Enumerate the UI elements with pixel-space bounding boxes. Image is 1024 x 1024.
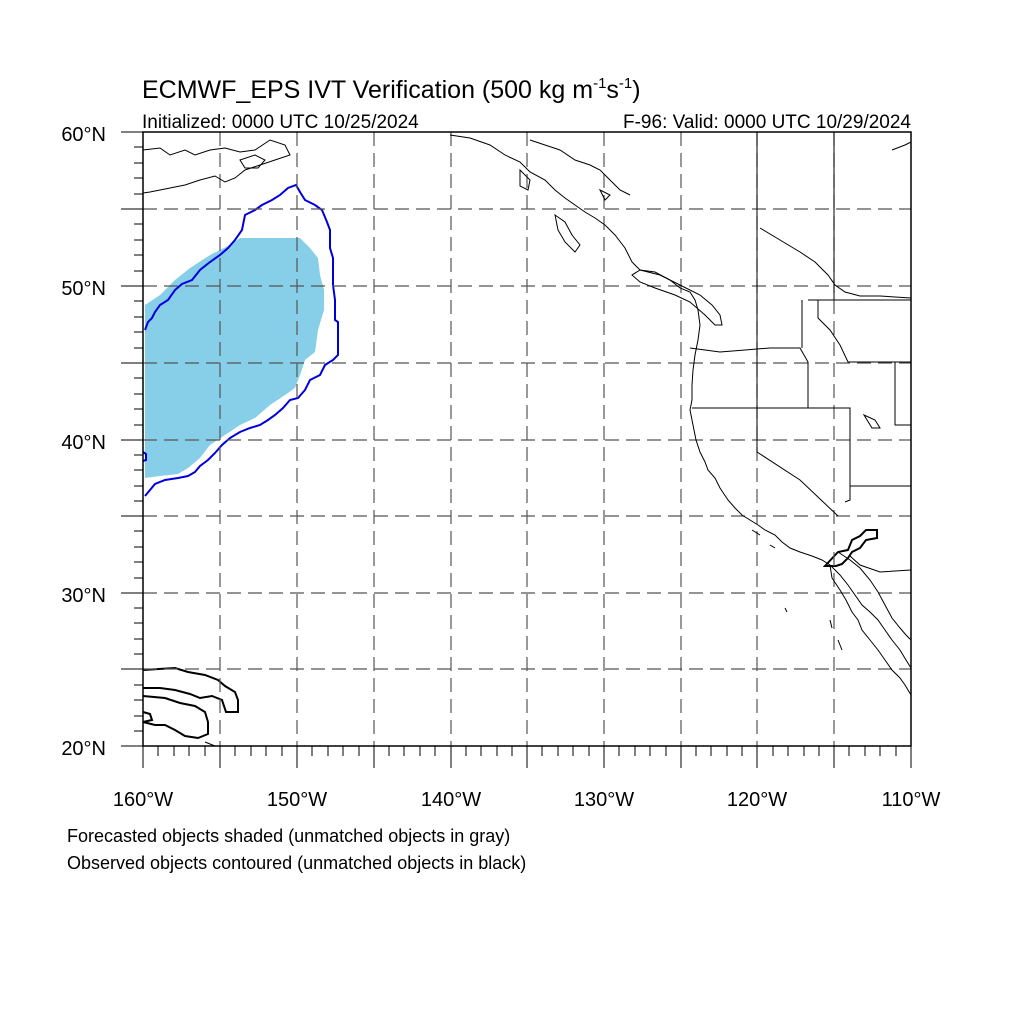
legend-note-observed: Observed objects contoured (unmatched ob…: [67, 853, 527, 873]
init-time-label: Initialized: 0000 UTC 10/25/2024: [142, 112, 419, 133]
forecast-object-shaded: [145, 238, 324, 478]
legend-note-forecast: Forecasted objects shaded (unmatched obj…: [67, 826, 511, 846]
coastlines: [142, 132, 912, 747]
lon-label-140w: 140°W: [421, 789, 481, 811]
lon-label-120w: 120°W: [727, 789, 787, 811]
valid-time-label: F-96: Valid: 0000 UTC 10/29/2024: [623, 112, 911, 133]
lat-label-50n: 50°N: [61, 278, 106, 300]
lat-label-60n: 60°N: [61, 124, 106, 146]
lat-label-20n: 20°N: [61, 738, 106, 760]
lat-lon-grid: [143, 132, 911, 746]
lon-label-150w: 150°W: [267, 789, 327, 811]
observed-object-unmatched-contours: [142, 529, 878, 740]
lon-label-110w: 110°W: [882, 789, 941, 811]
lon-label-130w: 130°W: [574, 789, 634, 811]
map-title: ECMWF_EPS IVT Verification (500 kg m-1s-…: [142, 75, 641, 104]
axis-ticks: [121, 131, 912, 768]
lat-label-40n: 40°N: [61, 432, 106, 454]
observed-object-edge-fragment: [142, 451, 147, 462]
lon-label-160w: 160°W: [113, 789, 173, 811]
lat-label-30n: 30°N: [61, 585, 106, 607]
